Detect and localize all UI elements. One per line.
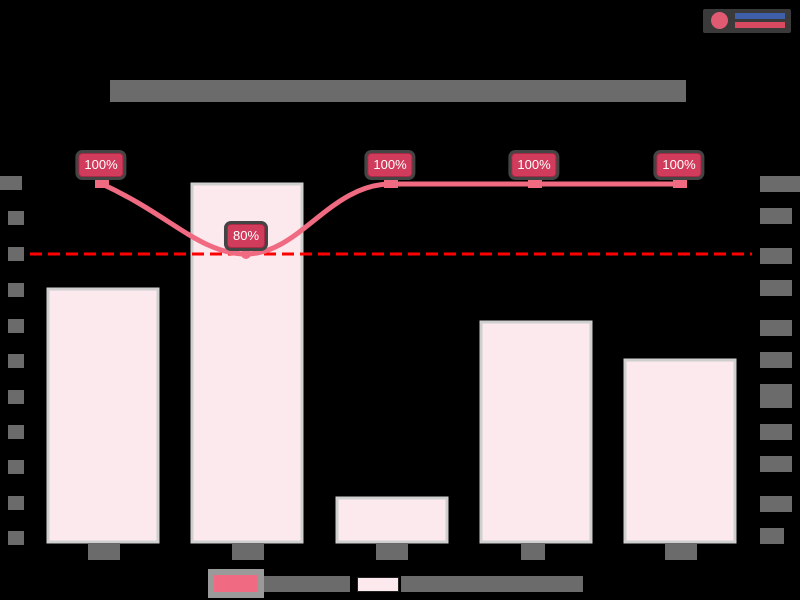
data-label-5: 100% (656, 153, 702, 177)
legend-line-swatch[interactable] (208, 569, 264, 598)
data-label-3: 100% (367, 153, 413, 177)
logo-text-bottom (735, 22, 785, 28)
brand-logo (703, 9, 791, 33)
bar-1 (46, 287, 160, 544)
data-label-2: 80% (226, 224, 266, 248)
legend-bar-swatch[interactable] (357, 577, 399, 592)
percentage-line (100, 181, 680, 257)
bar-3 (335, 496, 449, 544)
line-markers (95, 178, 687, 259)
x-axis-labels (88, 544, 697, 560)
logo-text-top (735, 13, 785, 19)
data-label-1: 100% (78, 153, 124, 177)
bars (46, 182, 737, 544)
legend-bar-label (401, 576, 583, 592)
legend-line-label (264, 576, 350, 592)
globe-icon (711, 12, 728, 29)
data-label-4: 100% (511, 153, 557, 177)
bar-5 (623, 358, 737, 544)
left-axis-labels (0, 176, 24, 545)
bar-4 (479, 320, 593, 544)
chart-title (110, 80, 686, 102)
right-axis-labels (760, 176, 800, 544)
